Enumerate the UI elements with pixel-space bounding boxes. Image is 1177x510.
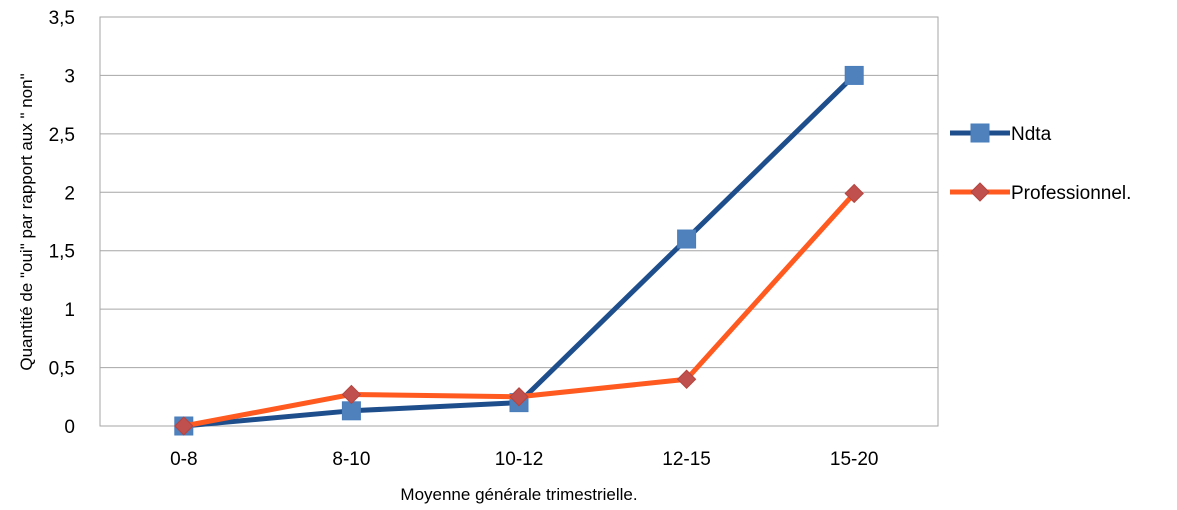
plot-area-border (99, 16, 939, 427)
x-axis-ticks: 0-8 8-10 10-12 12-15 15-20 (170, 449, 878, 470)
y-tick-label: 1,5 (49, 242, 75, 263)
x-tick-label: 15-20 (830, 449, 879, 470)
x-tick-label: 0-8 (170, 449, 197, 470)
data-point-square (677, 229, 697, 249)
y-tick-label: 0 (64, 417, 75, 438)
data-point-square (341, 401, 361, 421)
y-tick-label: 2 (64, 183, 75, 204)
data-point-diamond (970, 182, 990, 202)
y-axis-title: Quantité de "oui" par rapport aux " non" (17, 73, 36, 370)
legend-label: Ndta (1011, 124, 1052, 145)
data-point-diamond (844, 183, 864, 204)
y-tick-label: 3 (64, 66, 75, 87)
legend-label: Professionnel. (1011, 183, 1131, 204)
data-point-diamond (676, 369, 697, 389)
y-axis-ticks: 0 0,5 1 1,5 2 2,5 3 3,5 (49, 8, 75, 438)
x-axis-title: Moyenne générale trimestrielle. (400, 485, 637, 504)
y-tick-label: 2,5 (49, 125, 75, 146)
data-point-diamond (174, 416, 194, 436)
y-tick-label: 3,5 (49, 8, 75, 29)
x-tick-label: 8-10 (332, 449, 370, 470)
legend-item: Ndta (950, 123, 1052, 145)
series-layer (174, 65, 864, 436)
series-1 (174, 183, 864, 436)
y-tick-label: 0,5 (49, 359, 75, 380)
data-point-square (970, 123, 990, 143)
x-tick-label: 10-12 (495, 449, 544, 470)
data-point-diamond (509, 387, 529, 407)
y-tick-label: 1 (64, 300, 75, 321)
x-tick-label: 12-15 (662, 449, 711, 470)
gridlines (100, 16, 938, 427)
legend: Ndta Professionnel. (950, 123, 1131, 204)
data-point-square (844, 65, 864, 85)
legend-item: Professionnel. (950, 182, 1131, 204)
data-point-diamond (341, 384, 362, 405)
